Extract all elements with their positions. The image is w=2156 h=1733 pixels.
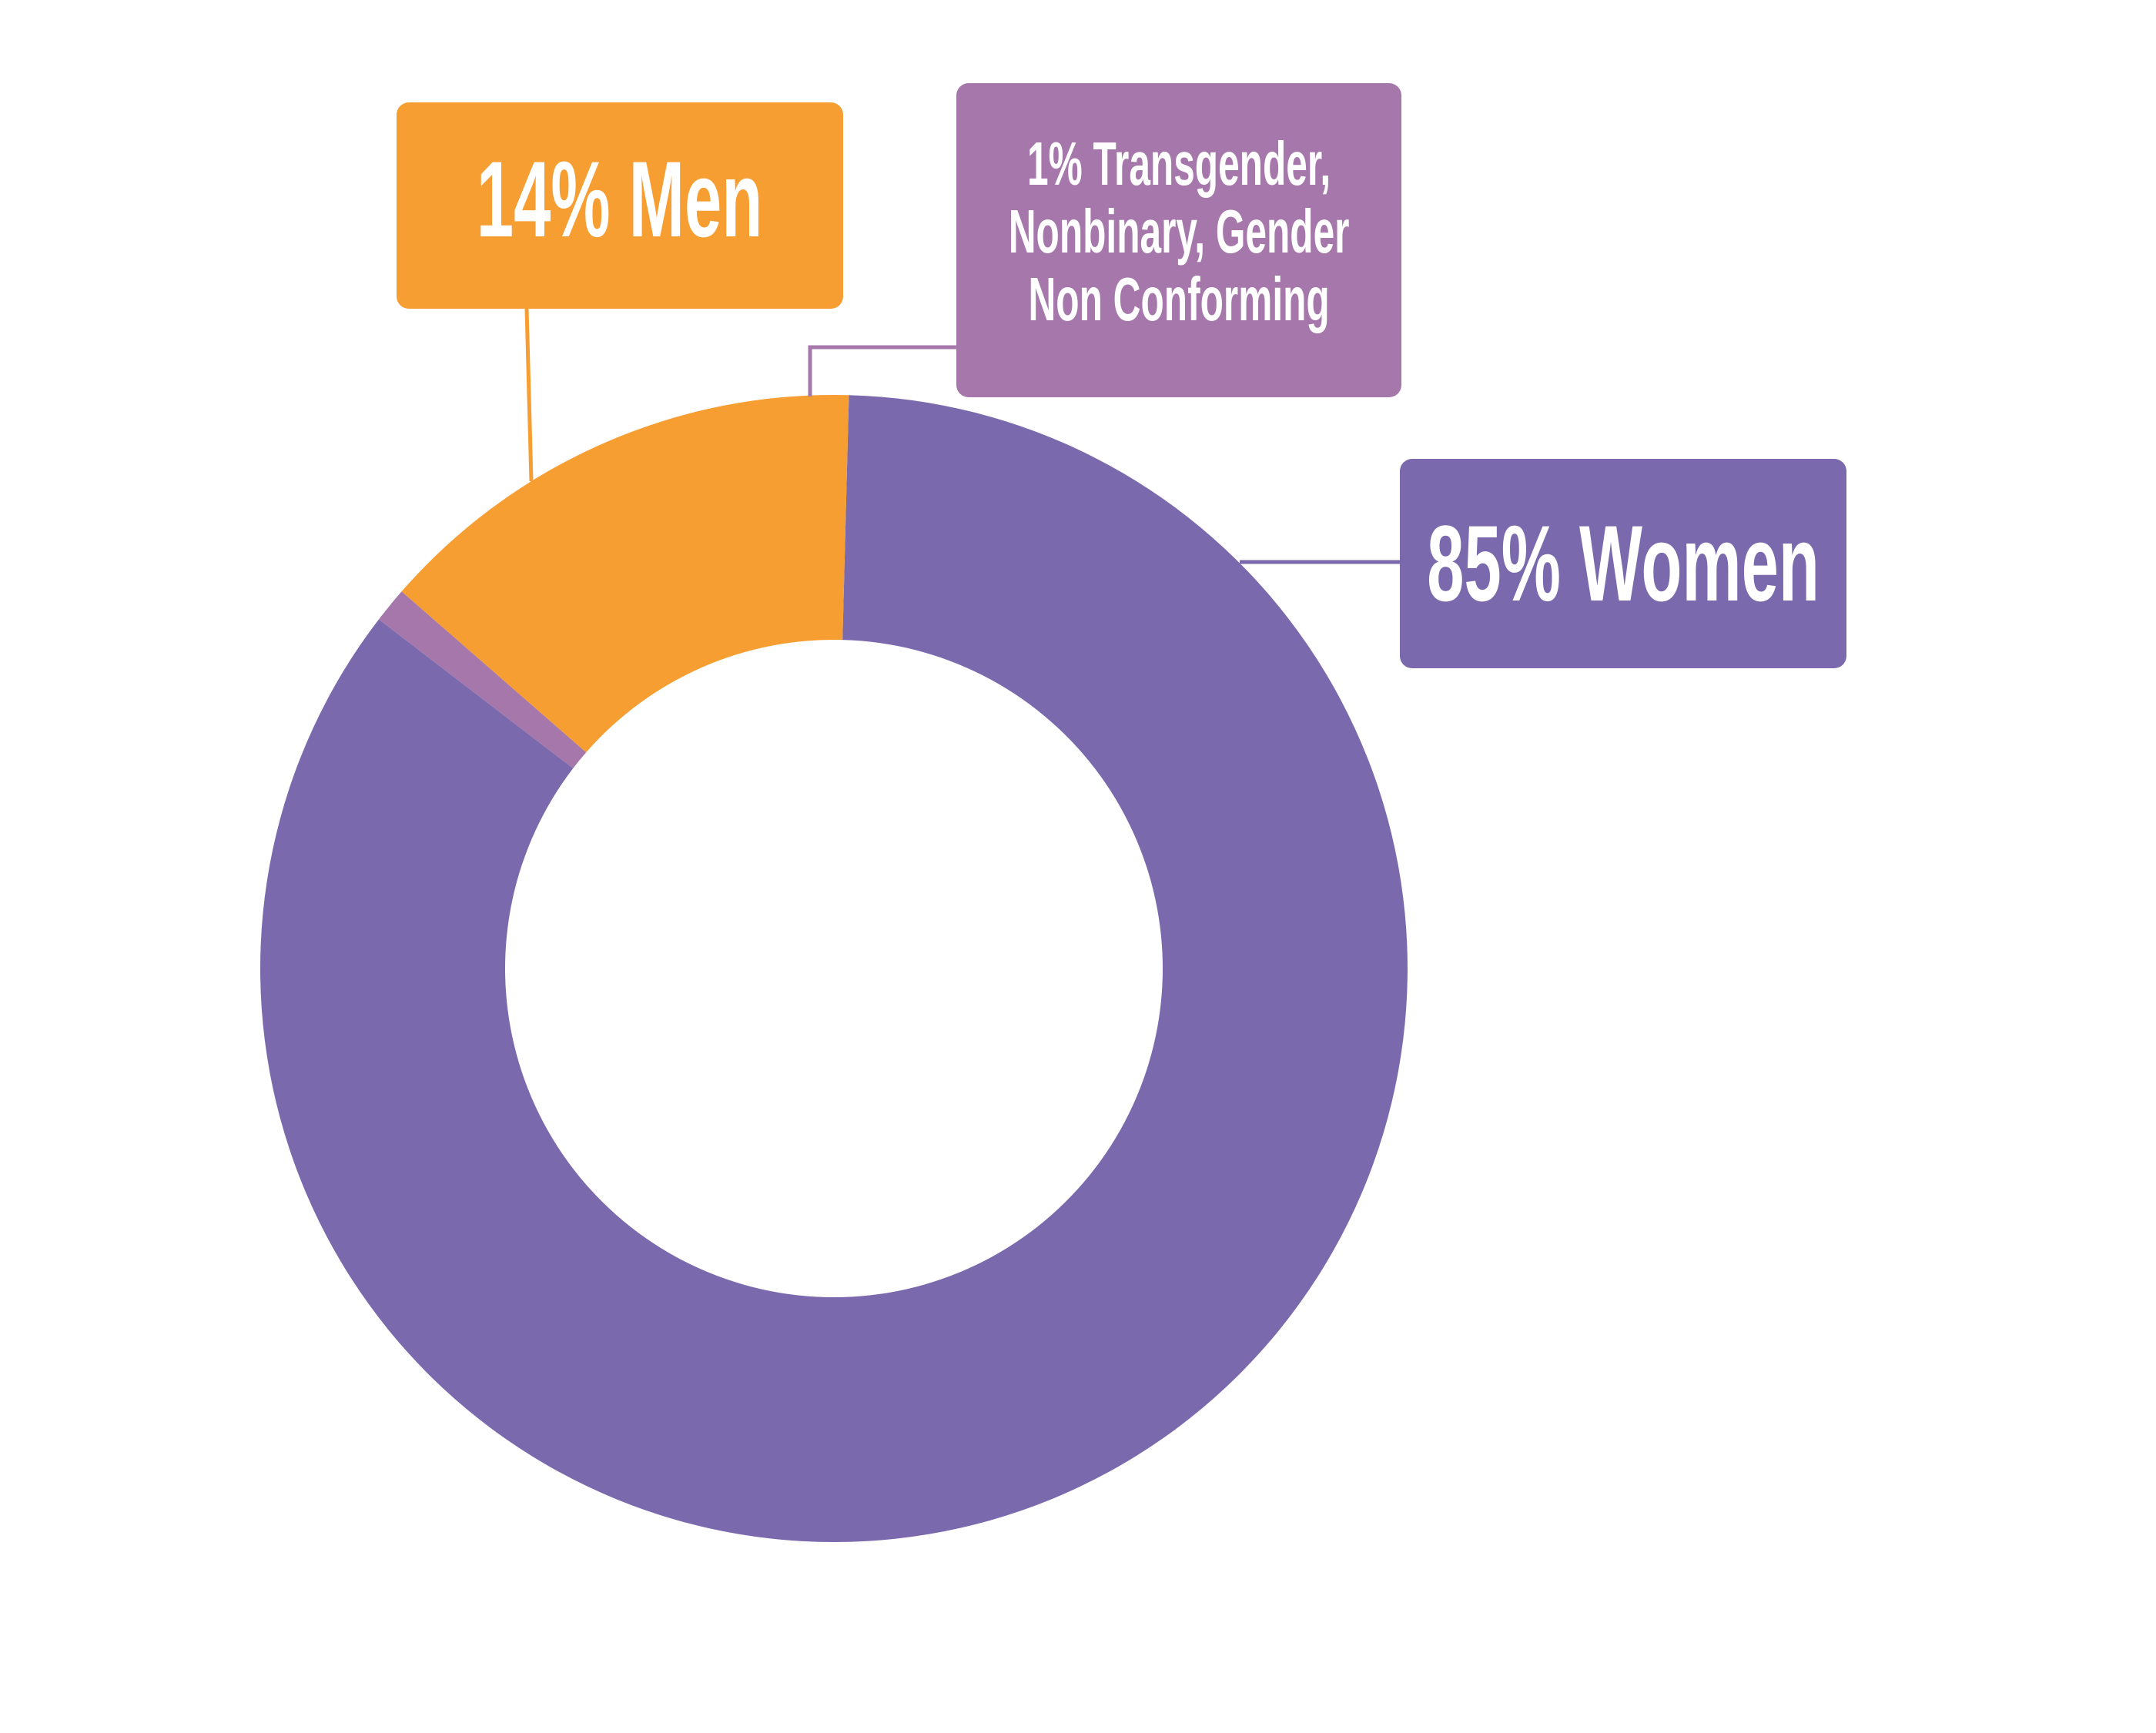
callout-trans-line-2: Nonbinary, Gender [1008,197,1350,266]
callout-trans-line-3: Non Conforming [1028,265,1330,333]
slice-women [260,395,1408,1542]
callout-men: 14% Men [397,102,843,309]
callout-trans-line-1: 1% Transgender, [1026,129,1331,198]
callout-men-label: 14% Men [477,139,763,259]
callout-transgender-nonbinary-label: 1% Transgender, Nonbinary, Gender Non Co… [1009,130,1350,333]
callout-transgender-nonbinary: 1% Transgender, Nonbinary, Gender Non Co… [956,83,1401,397]
slice-transgender-nonbinary [378,591,587,769]
leader-line-men [524,308,534,482]
callout-women-label: 85% Women [1427,503,1820,624]
slice-men [401,395,849,753]
callout-women: 85% Women [1400,459,1846,668]
leader-line-transgender-nonbinary [808,345,956,396]
